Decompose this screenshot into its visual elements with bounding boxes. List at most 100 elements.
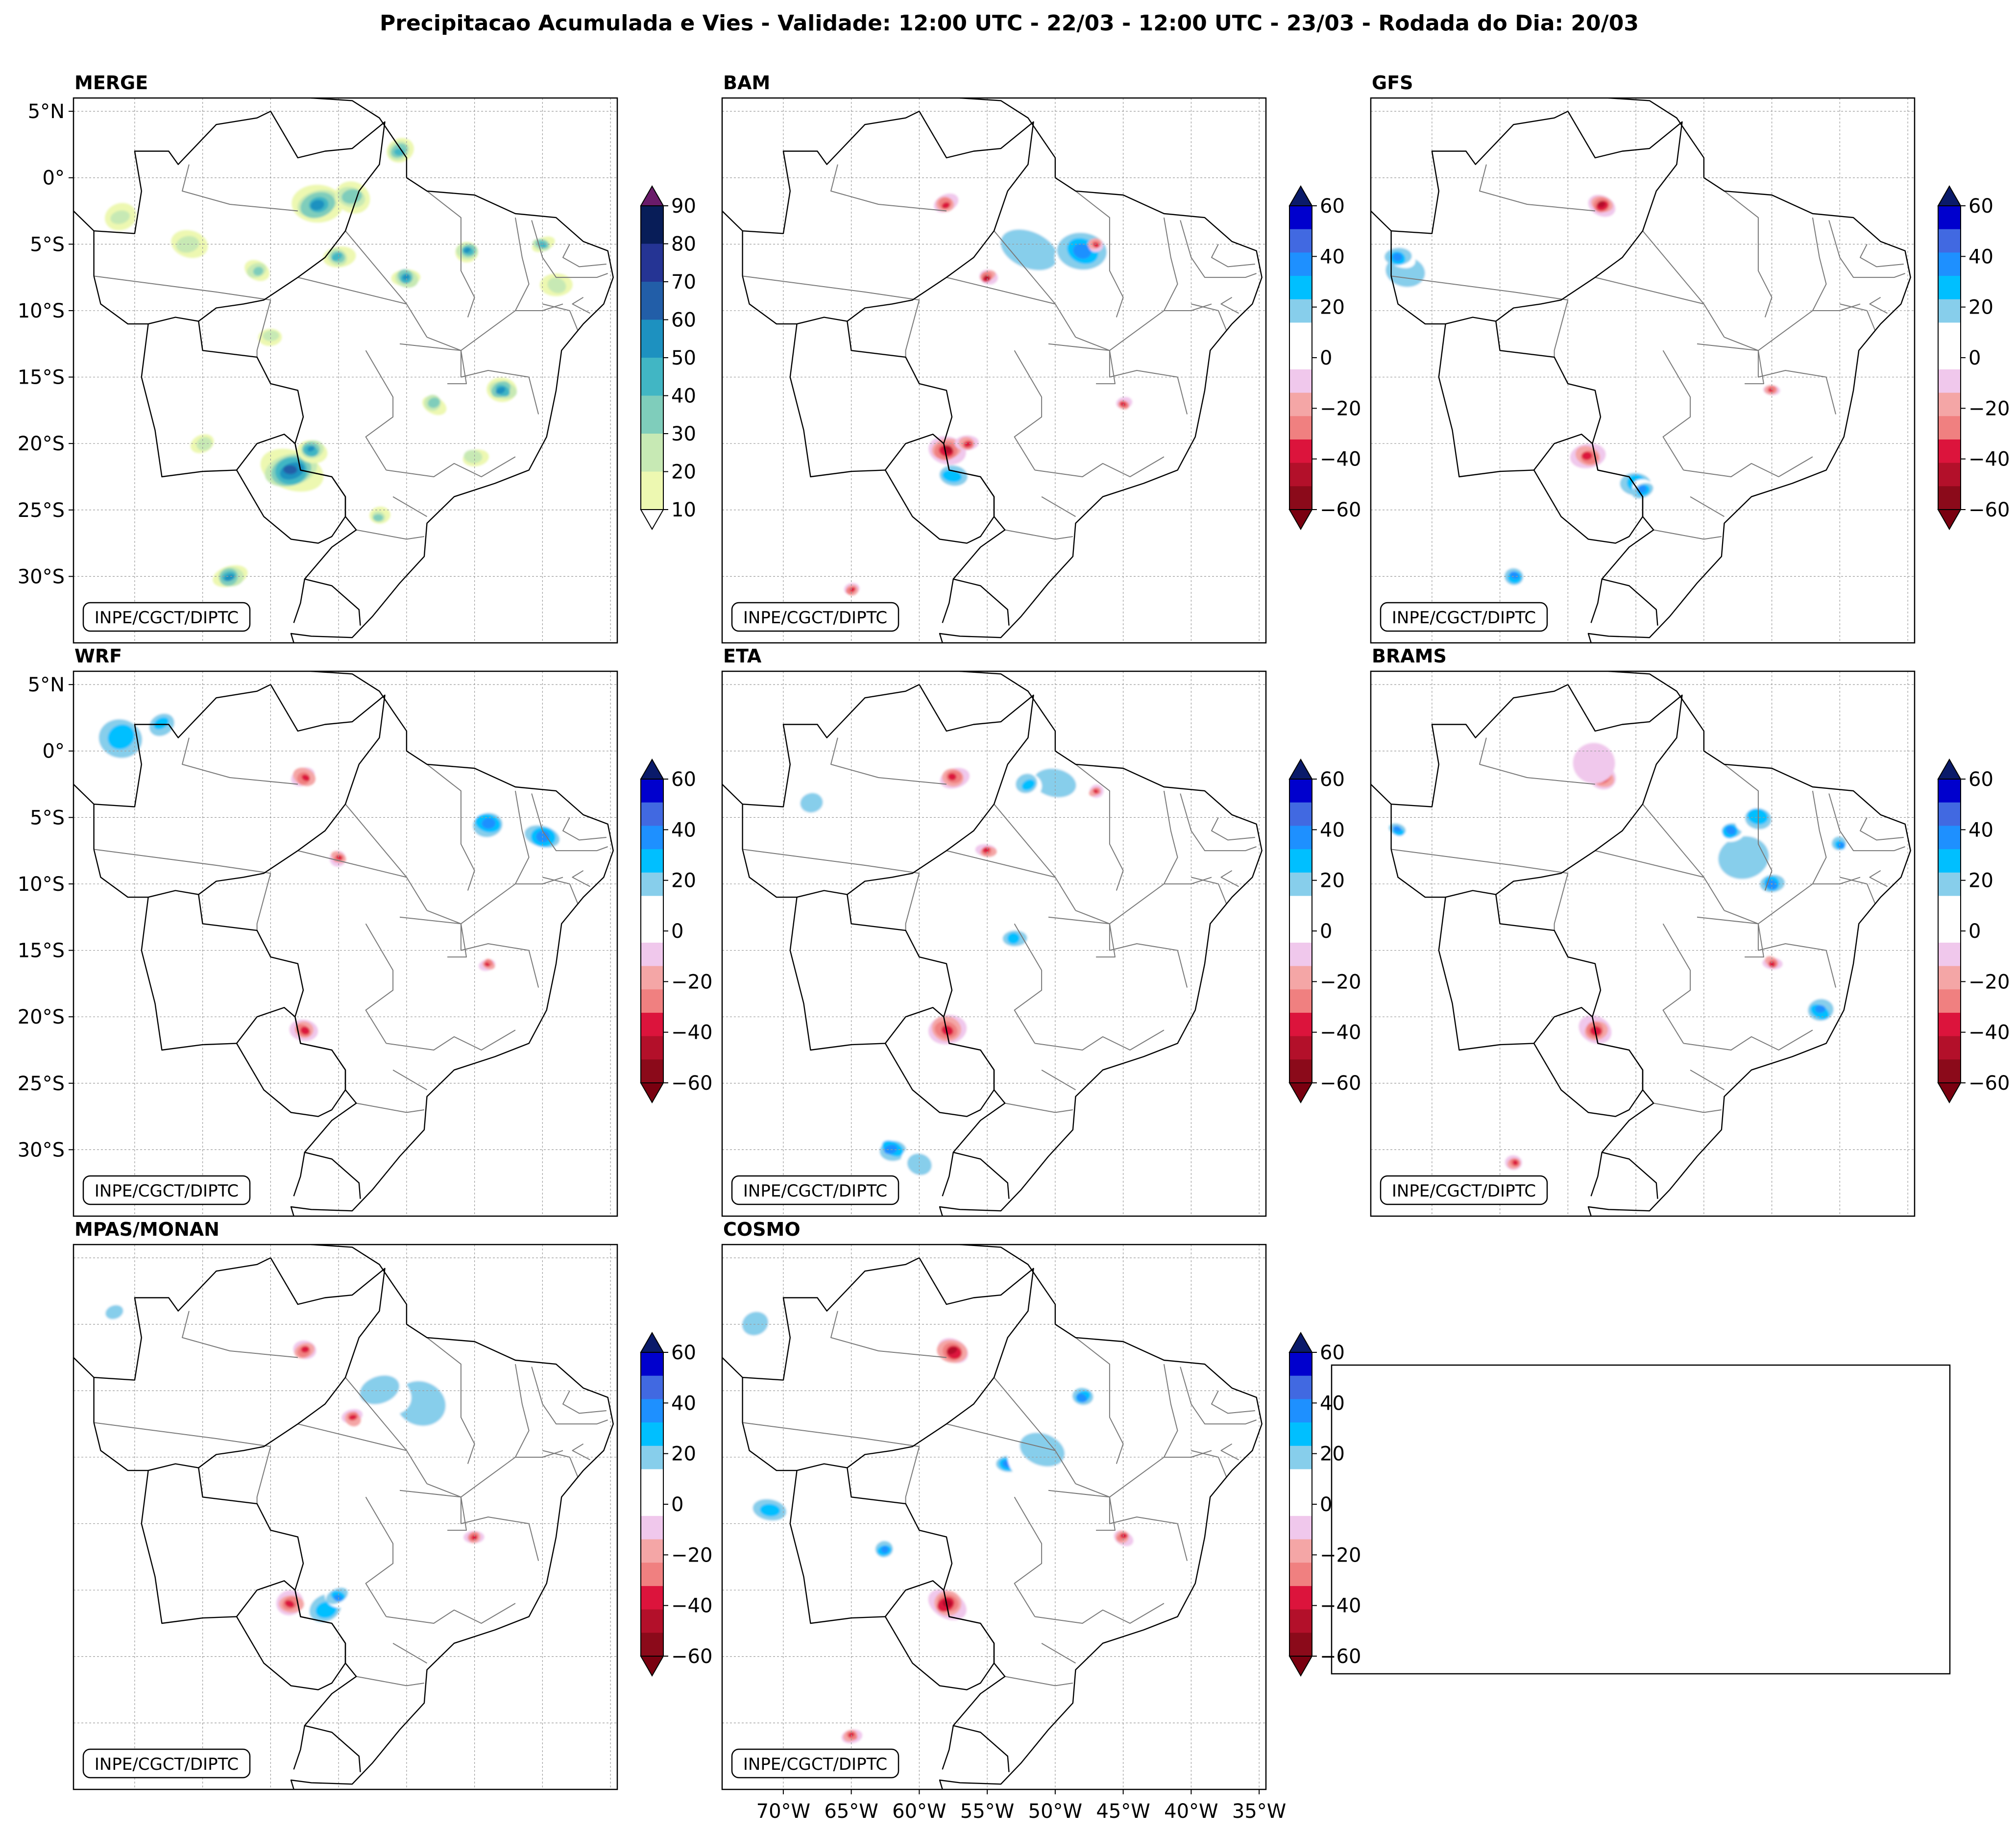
data-blob-m0-b2-l4	[310, 199, 325, 211]
data-blob-m2-b1-l3	[1392, 253, 1403, 262]
colorbar-segment-5	[1938, 896, 1961, 920]
colorbar-segment-1	[1289, 802, 1312, 826]
data-blob-m6-b7-l3	[471, 1535, 478, 1541]
colorbar-tick-label: 40	[671, 385, 696, 408]
field-layer	[97, 1297, 485, 1628]
data-blob-m0-b0-l5	[283, 465, 297, 474]
panel-title: BRAMS	[1372, 645, 1447, 667]
data-blob-m5-b3-l2	[1747, 808, 1768, 825]
data-blob-m1-b1-l3	[1073, 243, 1092, 259]
data-blob-m6-b9-l0	[427, 1560, 470, 1595]
gridlines	[722, 671, 1266, 1216]
colorbar-tick-label: 0	[1320, 347, 1332, 369]
colorbar-segment-0	[1938, 206, 1961, 230]
colorbar-tick-label: 60	[671, 1342, 696, 1364]
latitude-tick-label: 0°	[43, 740, 65, 763]
data-blob-m1-b8-l3	[1093, 243, 1099, 248]
data-blob-m7-b3-l4	[947, 1346, 957, 1354]
data-blob-m0-b11-l2	[253, 267, 264, 276]
gridlines	[73, 1245, 617, 1789]
latitude-tick-label: 15°S	[18, 940, 65, 962]
latitude-tick-label: 25°S	[18, 1073, 65, 1095]
colorbar-segment-11	[641, 1609, 663, 1633]
colorbar-segment-6	[1938, 346, 1961, 370]
colorbar-segment-9	[1938, 416, 1961, 440]
colorbar-segment-2	[1289, 826, 1312, 850]
colorbar-segment-1	[1938, 229, 1961, 253]
data-blob-m1-b3-l2	[942, 470, 962, 483]
colorbar-segment-0	[641, 779, 663, 803]
latitude-tick-label: 30°S	[18, 1139, 65, 1161]
colorbar-segment-8	[641, 966, 663, 990]
credit-badge: INPE/CGCT/DIPTC	[1380, 602, 1548, 632]
colorbar-segment-9	[1289, 989, 1312, 1013]
colorbar-segment-8	[1938, 966, 1961, 990]
colorbar-segment-8	[641, 1539, 663, 1563]
colorbar-tick-label: 20	[671, 461, 696, 484]
latitude-tick-label: 5°N	[28, 100, 65, 123]
data-blob-m0-b6-l4	[402, 274, 410, 280]
colorbar-extend-bottom	[1937, 1082, 1962, 1104]
colorbar-tick-label: 30	[671, 423, 696, 445]
colorbar-segment-11	[1938, 1036, 1961, 1060]
empty-axes-panel	[1331, 1364, 1951, 1675]
data-blob-m7-b9-l1	[742, 1312, 769, 1336]
colorbar-segment-2	[1289, 252, 1312, 276]
colorbar-tick-label: −40	[671, 1595, 712, 1617]
colorbar-segment-5	[641, 896, 663, 920]
colorbar-segment-1	[1289, 1375, 1312, 1399]
panels-container: MERGE INPE/CGCT/DIPTC 5°N 0° 5°S 10°S 15°S 20°S…	[18, 72, 2010, 1790]
colorbar-tick-label: 20	[1968, 870, 1993, 892]
colorbar-segment-6	[641, 919, 663, 943]
colorbar-tick-label: 20	[671, 1443, 696, 1466]
credit-text: INPE/CGCT/DIPTC	[743, 1755, 887, 1774]
colorbar-tick-label: −20	[1320, 1544, 1361, 1566]
data-blob-m6-b5-l3	[301, 1346, 310, 1353]
data-blob-m3-b7-l0	[246, 1061, 281, 1093]
colorbar-segment-1	[641, 1375, 663, 1399]
colorbar-segment-8	[1289, 1539, 1312, 1563]
data-blob-m5-b8-l3	[1769, 961, 1775, 967]
colorbar-segment-3	[1938, 849, 1961, 873]
longitude-tick-label: 65°W	[824, 1800, 878, 1823]
data-blob-m4-b0-l1	[1033, 768, 1076, 798]
colorbar-tick-label: −40	[1320, 448, 1361, 471]
data-blob-m0-b16-l1	[547, 277, 566, 293]
colorbar-tick-label: 60	[1968, 768, 1993, 791]
colorbar-segment-1	[1289, 229, 1312, 253]
data-blob-m3-b11-l0	[440, 988, 483, 1021]
colorbar-bias-5: 60 40 20 0 −20 −40 −60	[1937, 758, 2010, 1104]
data-blob-m4-b3-l1	[907, 1153, 932, 1175]
colorbar-tick-label: 0	[671, 920, 683, 943]
data-blob-m2-b11-l0	[1611, 228, 1661, 260]
data-blob-m0-b3-l2	[341, 189, 362, 204]
colorbar-segment-1	[1938, 802, 1961, 826]
data-blob-m4-b5-l3	[947, 773, 957, 781]
latitude-tick-label: 20°S	[18, 1006, 65, 1028]
panel-title: ETA	[723, 645, 762, 667]
colorbar-segment-8	[1938, 392, 1961, 416]
colorbar-segment-5	[1289, 896, 1312, 920]
longitude-tick-label: 35°W	[1232, 1800, 1286, 1823]
colorbar-tick-label: 60	[671, 309, 696, 332]
data-blob-m4-b7-l3	[982, 847, 990, 853]
colorbar-segment-12	[1938, 1059, 1961, 1083]
field-layer	[1388, 743, 1851, 1170]
credit-badge: INPE/CGCT/DIPTC	[731, 1175, 899, 1205]
data-blob-m3-b13-l0	[224, 774, 264, 807]
colorbar-segment-3	[1289, 1422, 1312, 1446]
credit-badge: INPE/CGCT/DIPTC	[82, 1748, 251, 1779]
panel-title: WRF	[74, 645, 122, 667]
data-blob-m3-b3-l3	[535, 830, 550, 843]
colorbar-segment-7	[641, 942, 663, 967]
data-blob-m7-b4-l4	[943, 1600, 952, 1607]
colorbar-tick-label: 40	[671, 1392, 696, 1415]
colorbar-segment-7	[641, 1516, 663, 1540]
colorbar-segment-2	[641, 826, 663, 850]
data-blob-m0-b19-l1	[263, 330, 279, 342]
colorbar-extend-bottom	[640, 1656, 664, 1677]
colorbar-extend-top	[640, 1331, 664, 1353]
colorbar-segment-3	[641, 1422, 663, 1446]
data-blob-m6-b2-l2	[316, 1601, 337, 1618]
colorbar-segment-0	[1289, 206, 1312, 230]
